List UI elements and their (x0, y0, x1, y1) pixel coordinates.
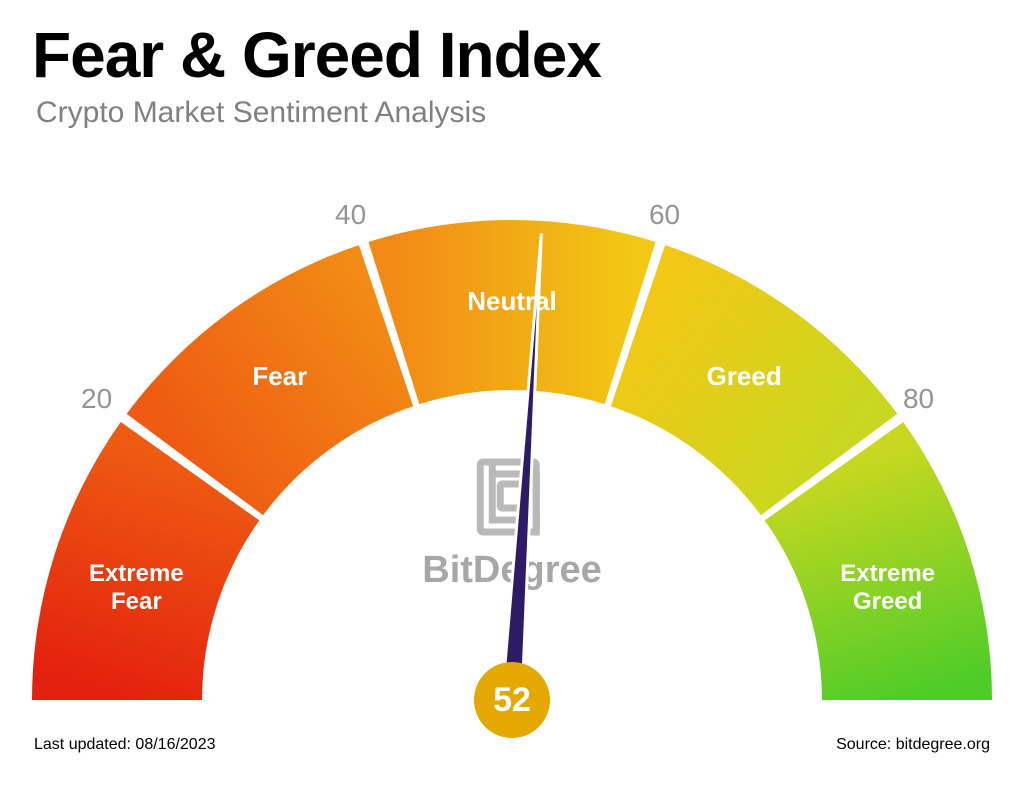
gauge-value: 52 (493, 681, 531, 720)
last-updated: Last updated: 08/16/2023 (34, 736, 216, 754)
source-attribution: Source: bitdegree.org (836, 736, 990, 754)
last-updated-value: 08/16/2023 (135, 736, 215, 753)
page-subtitle: Crypto Market Sentiment Analysis (36, 96, 486, 130)
source-value: bitdegree.org (896, 736, 990, 753)
gauge-value-badge: 52 (474, 662, 550, 738)
page-title: Fear & Greed Index (32, 18, 601, 92)
last-updated-label: Last updated: (34, 736, 131, 753)
gauge-needle-shape (502, 235, 541, 701)
gauge-chart: BitDegree 20406080 Extreme FearFearNeutr… (0, 140, 1024, 700)
source-label: Source: (836, 736, 891, 753)
